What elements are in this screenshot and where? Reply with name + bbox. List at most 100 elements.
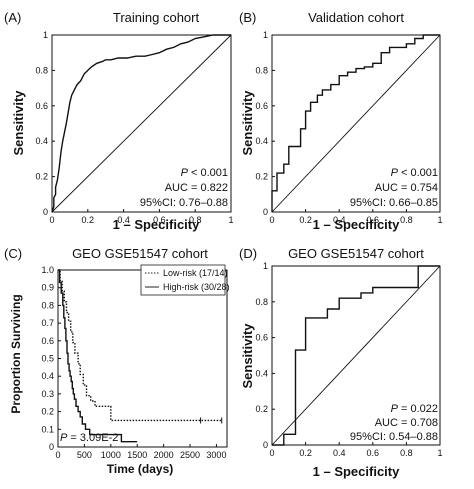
panel-d-ci: 95%CI: 0.54–0.88 — [350, 431, 438, 443]
panel-c-label: (C) — [4, 246, 22, 261]
panel-a-label: (A) — [4, 10, 21, 25]
panel-b-p-value: P < 0.001 — [391, 167, 438, 179]
x-tick-label: 2500 — [180, 450, 200, 460]
panel-b-ylabel: Sensitivity — [240, 90, 255, 156]
y-tick-label: 0.4 — [41, 371, 54, 381]
x-tick-label: 1000 — [101, 450, 121, 460]
x-tick-label: 0.2 — [82, 215, 95, 225]
panel-a-auc: AUC = 0.822 — [165, 182, 228, 194]
y-tick-label: 0.8 — [255, 65, 268, 75]
panel-c-plot: 0 500 1000 1500 2000 2500 3000 0 0.1 0.2 0.3 0.4 0.5… — [41, 265, 228, 460]
x-tick-label: 1 — [437, 448, 442, 458]
x-tick-label: 0.6 — [153, 215, 166, 225]
panel-a: (A) Training cohort 1 – Specificity Sens… — [4, 10, 234, 232]
y-tick-label: 0.4 — [35, 136, 48, 146]
y-tick-label: 0.2 — [255, 172, 268, 182]
x-tick-label: 0.8 — [400, 215, 413, 225]
panel-d: (D) GEO GSE51547 cohort 1 – Specificity … — [239, 246, 443, 479]
legend-high-risk-label: High-risk (30/28) — [163, 282, 230, 292]
panel-c-xlabel: Time (days) — [107, 462, 173, 476]
panel-d-plot: 0 0.2 0.4 0.6 0.8 1 0 0.2 0.4 0.6 0.8 1 — [255, 261, 442, 458]
panel-a-ylabel: Sensitivity — [11, 90, 26, 156]
x-tick-label: 0.6 — [367, 215, 380, 225]
x-tick-label: 0.4 — [333, 215, 346, 225]
plot-frame — [271, 34, 441, 213]
y-tick-label: 0.6 — [255, 333, 268, 343]
x-tick-label: 1500 — [127, 450, 147, 460]
y-tick-label: 0.7 — [41, 318, 54, 328]
y-tick-label: 0.2 — [255, 404, 268, 414]
panel-b-plot: 0 0.2 0.4 0.6 0.8 1 0 0.2 0.4 0.6 0.8 1 — [255, 30, 442, 225]
panel-a-title: Training cohort — [113, 10, 200, 25]
panel-d-title: GEO GSE51547 cohort — [288, 246, 424, 261]
panel-d-label: (D) — [239, 246, 257, 261]
x-tick-label: 0.6 — [367, 448, 380, 458]
panel-b-ci: 95%CI: 0.66–0.85 — [350, 197, 438, 209]
reference-diagonal — [271, 34, 441, 213]
x-tick-label: 2000 — [154, 450, 174, 460]
y-tick-label: 0.8 — [35, 65, 48, 75]
x-tick-label: 0.4 — [117, 215, 130, 225]
y-tick-label: 0.6 — [255, 101, 268, 111]
x-tick-label: 0.2 — [299, 448, 312, 458]
panel-a-ci: 95%CI: 0.76–0.88 — [140, 197, 228, 209]
panel-d-auc: AUC = 0.708 — [375, 417, 438, 429]
x-tick-label: 0.4 — [333, 448, 346, 458]
panel-c: (C) GEO GSE51547 cohort Time (days) Prop… — [4, 246, 230, 476]
x-tick-label: 3000 — [206, 450, 226, 460]
y-tick-label: 0.4 — [255, 136, 268, 146]
y-tick-label: 1 — [43, 30, 48, 40]
x-tick-label: 0 — [49, 215, 54, 225]
y-tick-label: 1.0 — [41, 265, 54, 275]
y-tick-label: 0.1 — [41, 424, 54, 434]
x-tick-label: 0 — [55, 450, 60, 460]
panel-b: (B) Validation cohort 1 – Specificity Se… — [239, 10, 443, 232]
y-tick-label: 0.5 — [41, 354, 54, 364]
y-tick-label: 0.8 — [41, 300, 54, 310]
x-tick-label: 0 — [269, 448, 274, 458]
y-tick-label: 0 — [263, 440, 268, 450]
y-tick-label: 0.3 — [41, 389, 54, 399]
panel-b-label: (B) — [239, 10, 256, 25]
panel-a-plot: 0 0.2 0.4 0.6 0.8 1 0 0.2 0.4 0.6 0.8 1 — [35, 30, 233, 225]
panel-a-p-value: P < 0.001 — [181, 167, 228, 179]
y-tick-label: 0.6 — [41, 336, 54, 346]
x-tick-label: 0.8 — [400, 448, 413, 458]
x-tick-label: 1 — [228, 215, 233, 225]
panel-b-xlabel: 1 – Specificity — [313, 217, 400, 232]
panel-c-legend: Low-risk (17/14) High-risk (30/28) — [140, 264, 230, 296]
plot-frame — [271, 265, 441, 446]
y-tick-label: 1 — [263, 30, 268, 40]
y-tick-label: 0 — [263, 207, 268, 217]
y-tick-label: 0 — [43, 207, 48, 217]
y-tick-label: 0.2 — [35, 172, 48, 182]
panel-d-ylabel: Sensitivity — [240, 323, 255, 389]
y-tick-label: 0.9 — [41, 283, 54, 293]
reference-diagonal — [51, 34, 232, 213]
panel-c-title: GEO GSE51547 cohort — [72, 246, 208, 261]
y-tick-label: 0.2 — [41, 407, 54, 417]
km-curve-low-risk — [58, 269, 222, 422]
panel-b-auc: AUC = 0.754 — [375, 182, 438, 194]
y-tick-label: 1 — [263, 261, 268, 271]
km-curve-high-risk — [58, 269, 138, 443]
legend-low-risk-label: Low-risk (17/14) — [163, 268, 228, 278]
legend-box — [140, 264, 226, 296]
reference-diagonal — [271, 265, 441, 446]
roc-curve — [51, 34, 231, 213]
panel-d-xlabel: 1 – Specificity — [313, 464, 400, 479]
panel-c-p-value: P = 3.09E-2 — [60, 432, 118, 444]
y-tick-label: 0.8 — [255, 297, 268, 307]
plot-frame — [51, 34, 232, 213]
x-tick-label: 0.8 — [189, 215, 202, 225]
panel-b-title: Validation cohort — [308, 10, 404, 25]
x-tick-label: 0.2 — [299, 215, 312, 225]
y-tick-label: 0.6 — [35, 101, 48, 111]
roc-curve — [271, 34, 440, 212]
x-tick-label: 0 — [269, 215, 274, 225]
y-tick-label: 0.4 — [255, 368, 268, 378]
panel-d-p-value: P = 0.022 — [391, 403, 438, 415]
x-tick-label: 1 — [437, 215, 442, 225]
panel-c-ylabel: Proportion Surviving — [9, 294, 23, 413]
